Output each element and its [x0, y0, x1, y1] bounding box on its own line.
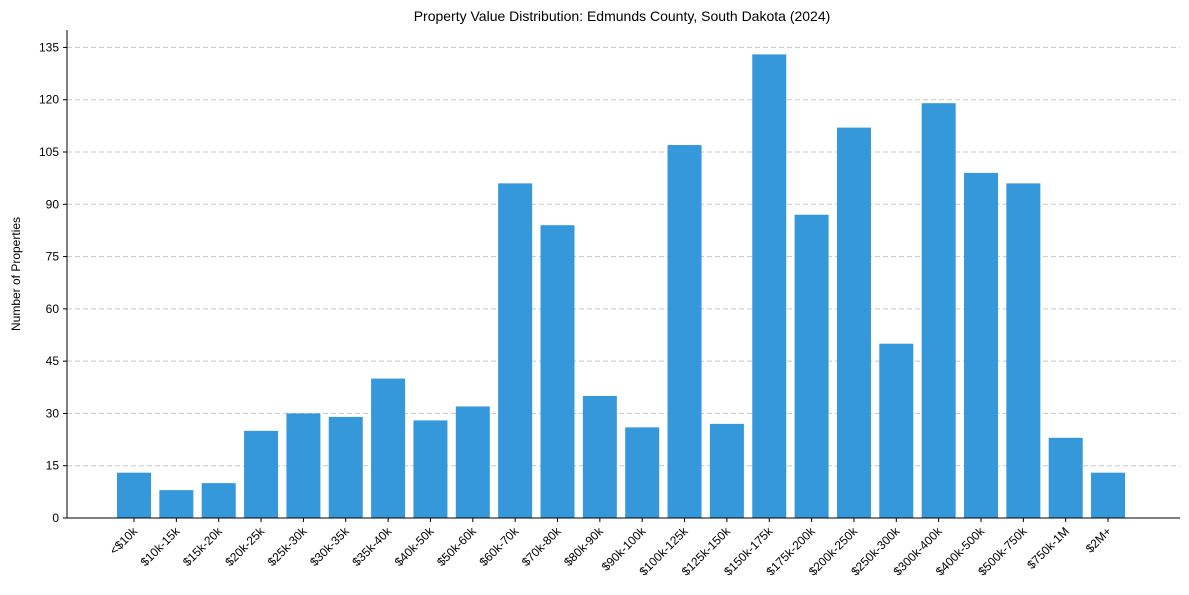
x-tick-label: $70k-80k [519, 524, 565, 570]
axes [63, 30, 1180, 522]
bar [159, 490, 194, 518]
y-tick-label: 30 [46, 406, 60, 420]
bar [667, 145, 702, 518]
y-tick-label: 120 [39, 93, 59, 107]
chart-title: Property Value Distribution: Edmunds Cou… [414, 8, 831, 24]
bar [201, 483, 236, 518]
x-tick-labels: <$10k$10k-15k$15k-20k$20k-25k$25k-30k$30… [107, 524, 1114, 579]
bar [921, 103, 956, 518]
y-tick-label: 90 [46, 197, 60, 211]
x-tick-label: $50k-60k [434, 524, 480, 570]
bar [1048, 437, 1083, 518]
y-tick-label: 0 [52, 511, 59, 525]
bar [964, 172, 998, 518]
x-tick-label: $60k-70k [476, 524, 522, 570]
bar [244, 430, 279, 518]
bar [455, 406, 490, 518]
x-tick-label: $40k-50k [392, 524, 438, 570]
x-tick-label: $2M+ [1083, 524, 1114, 555]
bar [1091, 472, 1126, 518]
y-tick-labels: 0 15 30 45 60 75 90 105 120 135 [39, 40, 59, 525]
bars [117, 54, 1126, 519]
bar [582, 396, 617, 518]
bar [371, 378, 406, 518]
x-tick-label: $750k-1M [1024, 524, 1072, 572]
x-tick-label: $25k-30k [265, 524, 311, 570]
bar [794, 214, 829, 518]
bar [540, 225, 575, 518]
bar [752, 54, 787, 519]
bar [625, 427, 660, 518]
y-axis-label: Number of Properties [9, 217, 23, 331]
bar [709, 423, 744, 518]
y-tick-label: 135 [39, 40, 59, 54]
y-tick-label: 15 [46, 459, 60, 473]
y-tick-label: 75 [46, 250, 60, 264]
x-tick-label: $20k-25k [222, 524, 268, 570]
grid-lines [67, 46, 1180, 467]
y-tick-label: 60 [46, 302, 60, 316]
bar [1006, 183, 1041, 518]
bar [286, 413, 321, 518]
bar [328, 416, 363, 518]
x-tick-label: $35k-40k [349, 524, 395, 570]
x-tick-label: <$10k [107, 524, 141, 558]
bar [413, 420, 448, 518]
y-tick-label: 105 [39, 145, 59, 159]
y-tick-label: 45 [46, 354, 60, 368]
x-tick-label: $10k-15k [138, 524, 184, 570]
bar [836, 127, 871, 518]
bar [117, 472, 151, 518]
bar [879, 343, 914, 518]
bar [498, 183, 533, 518]
x-tick-label: $15k-20k [180, 524, 226, 570]
x-tick-label: $30k-35k [307, 524, 353, 570]
